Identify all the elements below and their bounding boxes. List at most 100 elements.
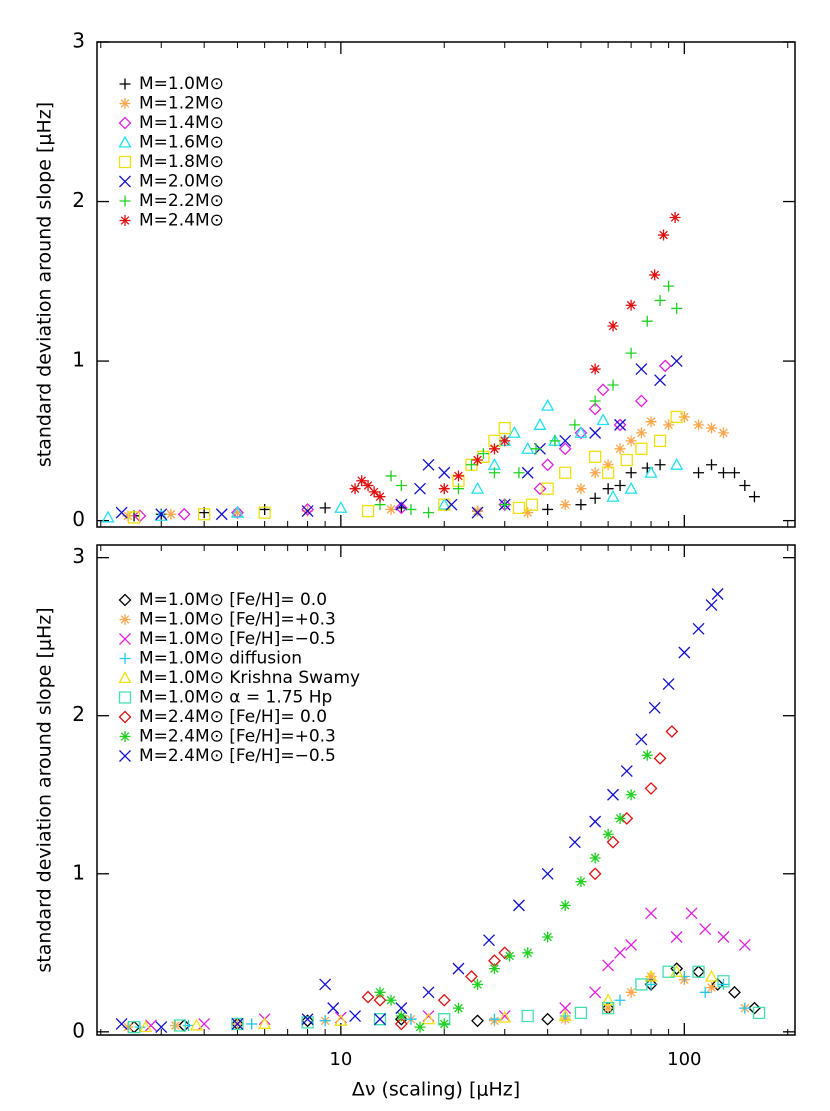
data-point <box>738 938 751 951</box>
data-point <box>717 931 730 943</box>
data-point <box>625 986 637 998</box>
data-point <box>533 418 547 430</box>
data-point <box>625 299 637 311</box>
data-point <box>522 507 534 519</box>
data-point <box>374 1013 386 1026</box>
legend-label: M=2.4M⊙ <box>139 211 224 231</box>
data-point <box>115 1017 128 1030</box>
data-point <box>155 508 168 521</box>
data-point <box>452 483 464 495</box>
data-point <box>654 374 667 387</box>
data-point <box>349 483 361 495</box>
data-point <box>512 899 525 912</box>
data-point <box>678 411 690 423</box>
data-point <box>559 466 572 479</box>
data-point <box>589 426 602 439</box>
data-point <box>634 394 648 408</box>
legend-label: M=1.0M⊙ α = 1.75 Hp <box>139 688 332 708</box>
data-point <box>512 501 526 515</box>
data-point <box>589 986 602 999</box>
data-point <box>752 1006 766 1020</box>
data-point <box>635 427 647 439</box>
data-point <box>499 435 511 447</box>
data-point <box>662 678 675 691</box>
data-point <box>483 934 495 947</box>
data-point <box>614 994 626 1006</box>
data-point <box>654 294 666 306</box>
data-point <box>558 442 572 456</box>
data-point <box>645 416 657 428</box>
data-point <box>748 1001 761 1015</box>
data-point <box>625 938 638 951</box>
legend-label: M=2.0M⊙ <box>139 172 224 192</box>
data-point <box>525 498 539 511</box>
data-point <box>620 765 633 777</box>
data-point <box>653 434 667 447</box>
data-point <box>127 511 141 524</box>
data-point <box>602 1002 614 1014</box>
data-point <box>395 1002 408 1015</box>
data-point <box>177 507 191 521</box>
data-point <box>589 363 601 375</box>
data-point <box>115 506 128 519</box>
data-point <box>361 504 375 518</box>
data-point <box>589 395 601 407</box>
legend-marker <box>118 593 132 607</box>
data-point <box>541 482 554 495</box>
legend-label: M=2.4M⊙ [Fe/H]=+0.3 <box>139 727 336 747</box>
data-point <box>542 931 554 943</box>
legend-marker <box>119 175 131 188</box>
data-point <box>601 1001 615 1015</box>
data-point <box>625 347 637 359</box>
data-point <box>589 492 601 504</box>
data-point <box>658 359 672 373</box>
data-point <box>624 481 638 494</box>
legend-label: M=1.0M⊙ diffusion <box>139 649 302 669</box>
data-point <box>541 1012 555 1026</box>
data-point <box>717 427 729 439</box>
data-point <box>395 498 408 511</box>
data-point <box>231 506 244 520</box>
data-point <box>602 459 614 471</box>
data-point <box>373 1013 387 1026</box>
legend-label: M=1.0M⊙ [Fe/H]=+0.3 <box>139 610 336 630</box>
data-point <box>669 211 681 223</box>
data-point <box>154 508 168 521</box>
data-point <box>231 1017 244 1030</box>
data-point <box>706 459 718 471</box>
data-point <box>541 867 554 880</box>
x-axis-label: Δν (scaling) [μHz] <box>352 1079 520 1101</box>
data-point <box>498 946 512 960</box>
data-point <box>613 418 627 432</box>
data-point <box>670 410 683 424</box>
data-point <box>472 978 484 990</box>
data-point <box>374 986 386 998</box>
data-point <box>625 789 637 801</box>
data-point <box>374 491 386 503</box>
data-point <box>645 907 658 920</box>
data-point <box>488 434 501 447</box>
legend-marker <box>119 750 131 762</box>
legend-marker <box>118 135 132 148</box>
data-point <box>405 503 417 515</box>
data-point <box>471 506 484 519</box>
data-point <box>405 1013 417 1025</box>
data-point <box>470 481 485 494</box>
legend-marker <box>118 710 132 724</box>
data-point <box>588 402 602 416</box>
data-point <box>705 599 718 612</box>
data-point <box>246 1018 258 1030</box>
legend-marker <box>119 633 131 645</box>
data-point <box>606 489 620 502</box>
data-point <box>654 459 666 471</box>
y-tick-label: 1 <box>72 860 85 884</box>
data-point <box>422 986 435 999</box>
legend-marker <box>119 215 131 226</box>
data-point <box>559 899 571 911</box>
legend-label: M=2.4M⊙ [Fe/H]= 0.0 <box>139 707 327 727</box>
legend-marker <box>118 691 132 704</box>
data-point <box>644 782 658 795</box>
data-point <box>717 975 730 988</box>
data-point <box>559 434 572 447</box>
